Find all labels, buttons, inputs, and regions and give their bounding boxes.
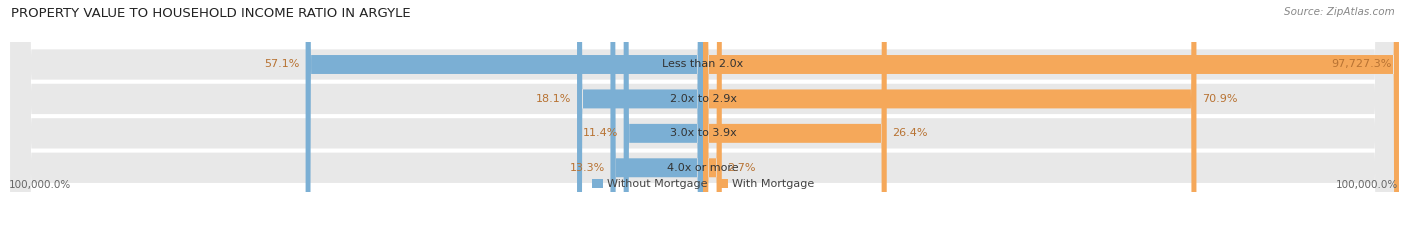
FancyBboxPatch shape [703, 0, 721, 234]
FancyBboxPatch shape [10, 0, 1396, 234]
FancyBboxPatch shape [10, 0, 1396, 234]
Text: 97,727.3%: 97,727.3% [1331, 59, 1392, 69]
Text: 18.1%: 18.1% [536, 94, 571, 104]
Text: Less than 2.0x: Less than 2.0x [662, 59, 744, 69]
Text: 4.0x or more: 4.0x or more [668, 163, 738, 173]
FancyBboxPatch shape [703, 0, 887, 234]
FancyBboxPatch shape [703, 0, 1399, 234]
Text: 70.9%: 70.9% [1202, 94, 1237, 104]
FancyBboxPatch shape [10, 0, 1396, 234]
Text: PROPERTY VALUE TO HOUSEHOLD INCOME RATIO IN ARGYLE: PROPERTY VALUE TO HOUSEHOLD INCOME RATIO… [11, 7, 411, 20]
FancyBboxPatch shape [610, 0, 703, 234]
Text: 3.0x to 3.9x: 3.0x to 3.9x [669, 128, 737, 138]
Text: 100,000.0%: 100,000.0% [8, 180, 70, 190]
Text: 26.4%: 26.4% [893, 128, 928, 138]
FancyBboxPatch shape [305, 0, 703, 234]
Text: 2.0x to 2.9x: 2.0x to 2.9x [669, 94, 737, 104]
Text: Source: ZipAtlas.com: Source: ZipAtlas.com [1284, 7, 1395, 17]
FancyBboxPatch shape [576, 0, 703, 234]
FancyBboxPatch shape [703, 0, 1197, 234]
FancyBboxPatch shape [624, 0, 703, 234]
Legend: Without Mortgage, With Mortgage: Without Mortgage, With Mortgage [588, 175, 818, 194]
Text: 57.1%: 57.1% [264, 59, 299, 69]
Text: 13.3%: 13.3% [569, 163, 605, 173]
FancyBboxPatch shape [10, 0, 1396, 234]
Text: 100,000.0%: 100,000.0% [1336, 180, 1398, 190]
Text: 2.7%: 2.7% [727, 163, 756, 173]
Text: 11.4%: 11.4% [582, 128, 619, 138]
